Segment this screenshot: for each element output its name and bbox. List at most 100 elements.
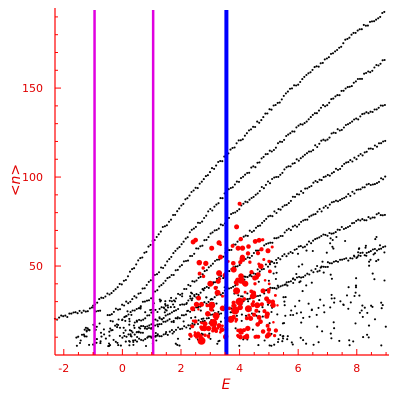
data-point [182,314,185,317]
data-point [202,321,208,327]
data-point [144,344,148,348]
data-point [178,317,181,320]
data-point [174,297,178,300]
data-point [118,334,121,337]
data-point [125,335,128,338]
data-point [344,87,347,90]
data-point [312,271,315,274]
data-point [158,323,161,326]
data-point [205,214,208,217]
data-point [172,273,175,277]
data-point [108,334,111,337]
data-point [199,275,202,278]
data-point [186,259,190,262]
data-point [189,327,192,330]
data-point [170,311,173,314]
data-point [221,324,224,328]
data-point [268,108,271,111]
data-point [246,201,249,204]
data-point [286,284,289,287]
axes [54,8,389,356]
data-point [333,297,336,300]
data-point [234,320,238,323]
data-point [344,239,347,243]
data-point [166,319,169,322]
data-point [110,313,113,316]
data-point [256,120,259,123]
data-point [267,279,270,282]
data-point [354,291,357,294]
data-point [187,299,190,302]
data-point [188,338,191,341]
data-point [205,269,208,272]
data-point [103,333,106,336]
data-point [380,177,383,180]
data-point [248,316,254,321]
data-point [183,287,186,291]
data-point [215,228,218,232]
data-point [295,158,298,161]
data-point [315,112,318,115]
data-point [213,259,217,263]
data-point [221,224,224,227]
data-point [379,62,382,65]
data-point [379,15,382,18]
data-point [76,312,79,315]
data-point [270,310,273,314]
data-point [265,217,268,220]
data-point [235,297,244,306]
data-point [162,333,165,336]
data-point [68,312,71,315]
data-point [165,224,168,227]
data-point [286,338,289,341]
data-point [161,225,164,229]
data-point [166,260,169,263]
data-point [363,151,366,154]
data-point [139,307,142,310]
data-point [274,277,277,281]
data-point [88,329,91,332]
data-point [185,301,188,305]
data-point [213,281,217,284]
data-point [282,296,285,299]
data-point [334,95,337,98]
data-point [176,247,179,250]
data-point [271,287,274,290]
data-point [145,250,148,253]
data-point [369,71,372,74]
data-point [268,333,272,337]
data-point [140,319,143,322]
data-point [64,314,67,317]
data-point [108,314,111,317]
data-point [384,245,387,248]
data-point [184,237,187,240]
data-point [248,198,251,201]
data-point [250,275,253,278]
data-point [383,251,386,254]
data-point [249,128,253,131]
data-point [320,139,323,142]
data-point [357,154,360,157]
data-point [143,300,146,303]
data-point [332,97,335,100]
data-point [363,112,366,115]
data-point [208,332,211,335]
data-point [168,276,171,279]
data-point [215,302,218,305]
data-point [328,262,331,265]
data-point [341,165,344,168]
data-point [232,211,235,215]
data-point [279,258,282,261]
data-point [233,146,236,149]
data-point [168,258,171,261]
data-point [195,247,198,250]
data-point [315,65,318,68]
data-point [281,255,284,258]
data-point [95,325,98,328]
data-point [213,205,216,208]
data-point [312,181,315,184]
data-point [380,142,383,145]
data-point [178,265,181,268]
data-point [193,293,196,297]
data-point [289,250,292,254]
